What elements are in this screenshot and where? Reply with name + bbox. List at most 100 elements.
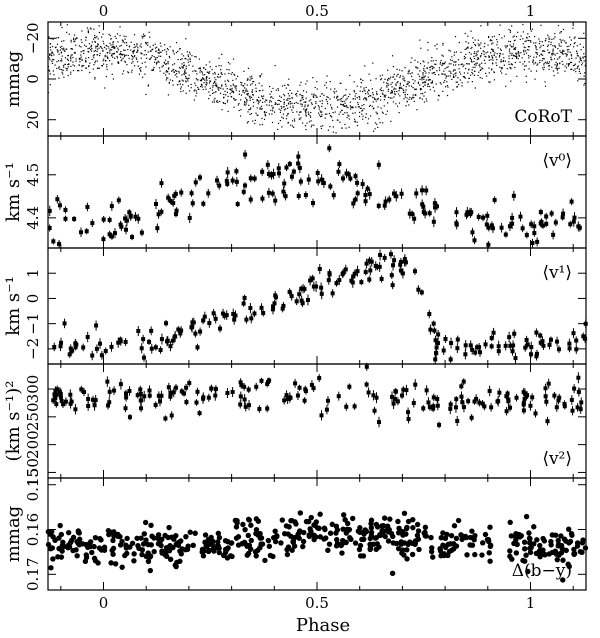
data-point: [455, 64, 457, 66]
data-point: [72, 64, 74, 66]
data-point: [322, 125, 324, 127]
data-point: [302, 90, 305, 92]
data-point: [354, 112, 356, 114]
data-point: [423, 61, 425, 63]
data-point: [543, 386, 548, 391]
data-point: [354, 120, 356, 122]
data-point: [287, 107, 289, 109]
data-point: [479, 44, 481, 46]
data-point: [233, 535, 240, 541]
data-point: [409, 96, 411, 99]
data-point: [90, 49, 92, 51]
data-point: [305, 128, 307, 131]
data-point: [182, 55, 185, 57]
data-point: [173, 68, 175, 71]
data-point: [299, 111, 301, 113]
data-point: [315, 170, 320, 175]
data-point: [69, 57, 72, 59]
data-point: [506, 44, 508, 47]
data-point: [122, 73, 124, 75]
data-point: [535, 42, 537, 44]
data-point: [96, 545, 103, 551]
data-point: [300, 117, 302, 119]
data-point: [195, 84, 197, 86]
data-point: [470, 30, 472, 32]
data-point: [453, 69, 455, 71]
data-point: [506, 399, 511, 404]
data-point: [97, 38, 99, 40]
data-point: [560, 40, 562, 42]
data-point: [284, 393, 289, 398]
data-point: [329, 125, 331, 128]
data-point: [203, 66, 205, 69]
data-point: [189, 61, 191, 63]
data-point: [179, 83, 181, 85]
data-point: [410, 211, 415, 216]
data-point: [455, 346, 460, 351]
data-point: [496, 44, 498, 46]
data-point: [153, 345, 158, 350]
data-point: [491, 56, 494, 58]
data-point: [398, 112, 400, 114]
data-point: [574, 347, 579, 352]
data-point: [542, 551, 548, 558]
data-point: [250, 113, 253, 115]
y-tick-label: 1: [24, 268, 42, 278]
data-point: [424, 388, 429, 393]
data-point: [171, 70, 173, 72]
data-point: [100, 46, 102, 48]
data-point: [173, 53, 175, 55]
data-point: [522, 391, 527, 396]
data-point: [508, 61, 510, 63]
data-point: [433, 67, 435, 69]
data-point: [140, 52, 142, 54]
data-point: [160, 45, 162, 47]
data-point: [399, 95, 401, 97]
data-point: [263, 111, 266, 114]
data-point: [486, 225, 491, 230]
data-point: [511, 52, 513, 54]
data-point: [183, 73, 185, 76]
data-point: [331, 108, 333, 110]
series-v0: [47, 144, 582, 249]
data-point: [123, 227, 128, 232]
data-point: [281, 303, 286, 308]
data-point: [525, 342, 530, 347]
data-point: [471, 81, 473, 83]
data-point: [125, 35, 127, 38]
data-point: [218, 87, 220, 89]
data-point: [525, 40, 527, 42]
data-point: [583, 336, 588, 341]
data-point: [165, 79, 168, 81]
data-point: [253, 553, 259, 559]
data-point: [404, 96, 407, 98]
data-point: [484, 55, 486, 57]
data-point: [543, 394, 548, 399]
data-point: [168, 198, 173, 203]
data-point: [266, 190, 271, 195]
data-point: [329, 104, 332, 106]
data-point: [83, 541, 89, 548]
data-point: [329, 98, 331, 100]
data-point: [515, 47, 517, 49]
data-point: [515, 52, 517, 54]
data-point: [435, 63, 437, 66]
data-point: [301, 105, 303, 107]
data-point: [218, 65, 220, 67]
data-point: [246, 79, 248, 81]
data-point: [579, 540, 586, 546]
data-point: [289, 101, 291, 103]
data-point: [232, 79, 234, 82]
data-point: [193, 90, 195, 92]
data-point: [111, 54, 113, 56]
data-point: [209, 61, 211, 63]
data-point: [503, 57, 505, 59]
data-point: [360, 553, 367, 559]
data-point: [534, 354, 539, 359]
data-point: [164, 49, 166, 51]
data-point: [269, 93, 271, 95]
data-point: [473, 63, 476, 66]
data-point: [448, 357, 453, 362]
data-point: [396, 105, 399, 107]
data-point: [283, 523, 290, 529]
